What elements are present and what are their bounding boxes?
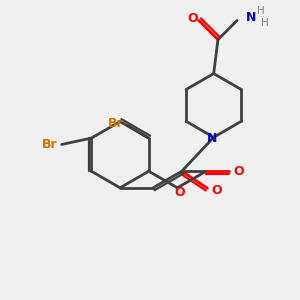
- Text: H: H: [261, 18, 268, 28]
- Text: O: O: [212, 184, 222, 197]
- Text: Br: Br: [108, 117, 123, 130]
- Text: Br: Br: [42, 138, 58, 151]
- Text: H: H: [256, 6, 264, 16]
- Text: N: N: [245, 11, 256, 24]
- Text: N: N: [206, 132, 217, 145]
- Text: O: O: [233, 165, 244, 178]
- Text: O: O: [187, 12, 198, 25]
- Text: O: O: [174, 186, 185, 200]
